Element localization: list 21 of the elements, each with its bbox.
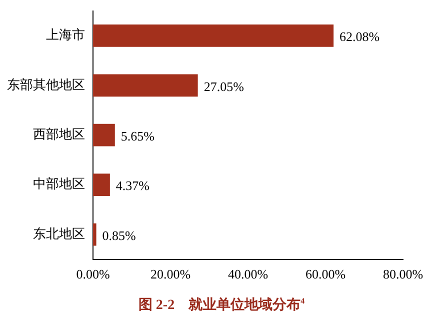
x-tick-label: 0.00% bbox=[76, 266, 110, 282]
bar bbox=[93, 124, 115, 146]
data-label: 5.65% bbox=[120, 128, 155, 144]
bar bbox=[93, 174, 110, 196]
y-tick-label: 东部其他地区 bbox=[7, 76, 85, 92]
data-label: 0.85% bbox=[102, 228, 136, 243]
data-label: 62.08% bbox=[340, 29, 380, 44]
y-tick-label: 东北地区 bbox=[33, 226, 85, 241]
y-tick-label: 西部地区 bbox=[33, 126, 85, 142]
x-tick-label: 80.00% bbox=[382, 266, 424, 282]
y-tick-label: 上海市 bbox=[46, 27, 85, 42]
x-tick-label: 20.00% bbox=[150, 266, 191, 282]
bar bbox=[93, 74, 198, 97]
bar bbox=[93, 223, 96, 246]
text: 图 2-2 就业单位地域分布$^{4}$ bbox=[137, 296, 306, 314]
y-tick-label: 中部地区 bbox=[33, 176, 85, 192]
bar bbox=[93, 24, 334, 47]
x-tick-label: 40.00% bbox=[228, 266, 268, 282]
data-label: 27.05% bbox=[204, 78, 244, 94]
x-tick-label: 60.00% bbox=[305, 266, 346, 282]
data-label: 4.37% bbox=[116, 178, 150, 194]
